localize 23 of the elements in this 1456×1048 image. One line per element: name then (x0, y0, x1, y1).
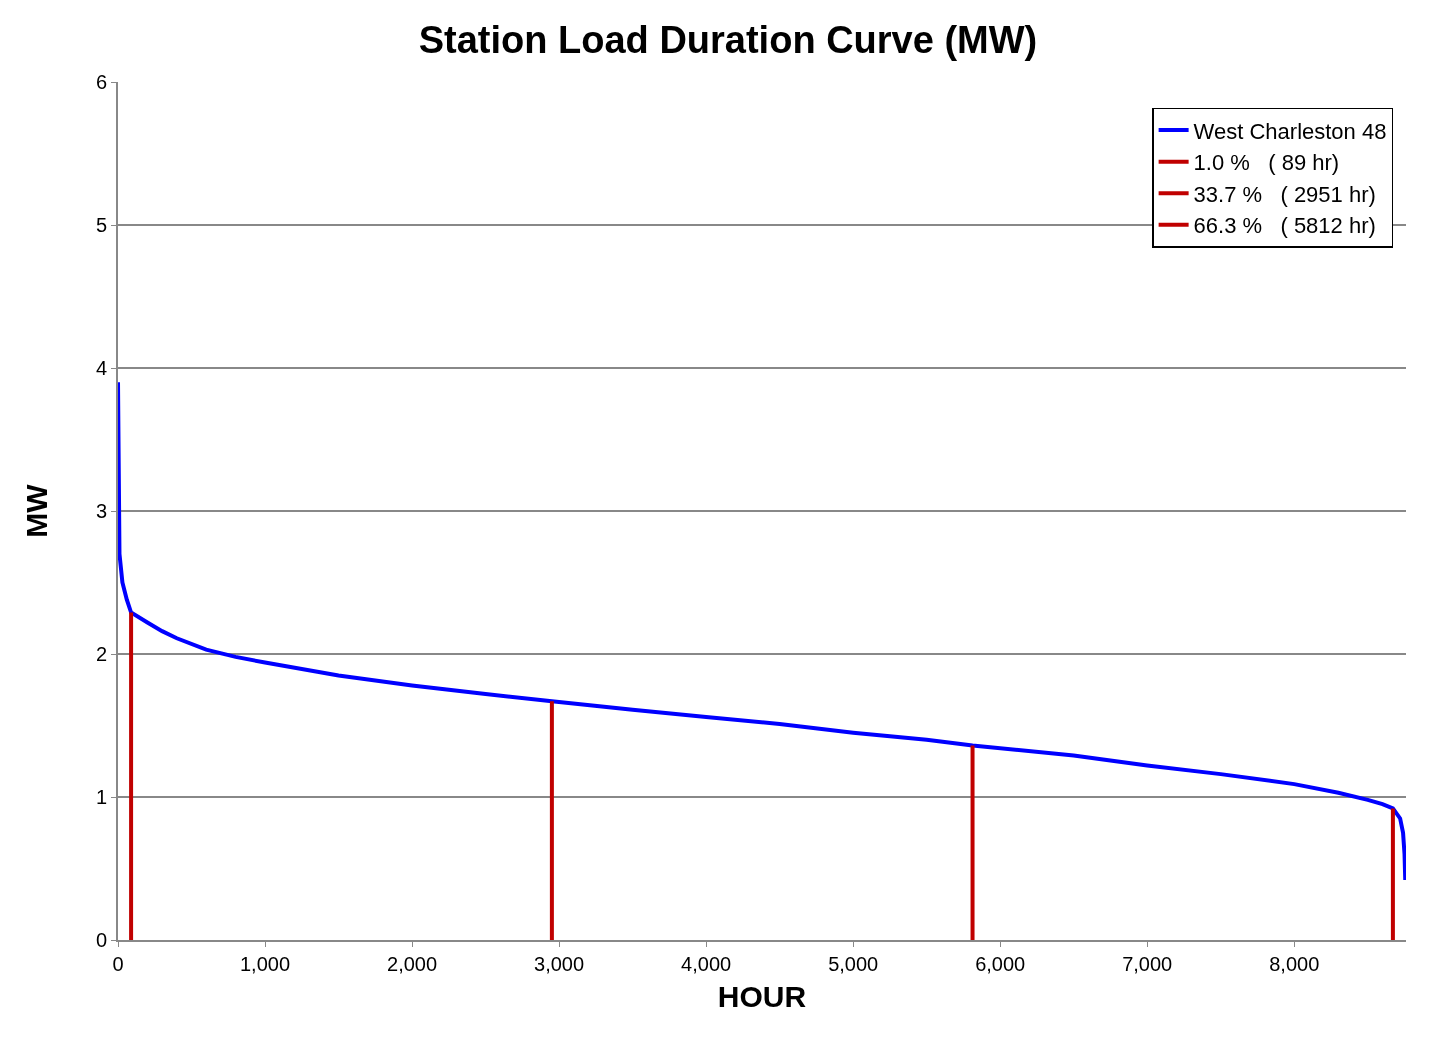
x-tick-label: 4,000 (681, 953, 732, 975)
legend-label: 1.0 % ( 89 hr) (1193, 150, 1340, 176)
y-tick-label: 3 (95, 500, 107, 522)
x-tick-label: 3,000 (534, 953, 585, 975)
legend-label: West Charleston 48 (1193, 118, 1387, 144)
y-tick-label: 1 (95, 786, 107, 808)
x-tick-label: 8,000 (1269, 953, 1320, 975)
x-tick-label: 5,000 (828, 953, 879, 975)
chart-title: Station Load Duration Curve (MW) (418, 18, 1038, 61)
x-tick-label: 2,000 (387, 953, 438, 975)
y-axis-title: MW (20, 483, 53, 538)
x-tick-label: 1,000 (240, 953, 291, 975)
x-tick-label: 6,000 (975, 953, 1026, 975)
x-tick-label: 7,000 (1122, 953, 1173, 975)
y-tick-label: 4 (95, 357, 107, 379)
y-tick-label: 5 (95, 214, 107, 236)
x-axis-title: HOUR (717, 980, 807, 1013)
legend-label: 33.7 % ( 2951 hr) (1193, 181, 1376, 207)
x-tick-label: 0 (112, 953, 124, 975)
legend-label: 66.3 % ( 5812 hr) (1193, 213, 1376, 239)
y-tick-label: 2 (95, 643, 107, 665)
y-tick-label: 0 (95, 929, 107, 951)
y-tick-label: 6 (95, 71, 107, 93)
